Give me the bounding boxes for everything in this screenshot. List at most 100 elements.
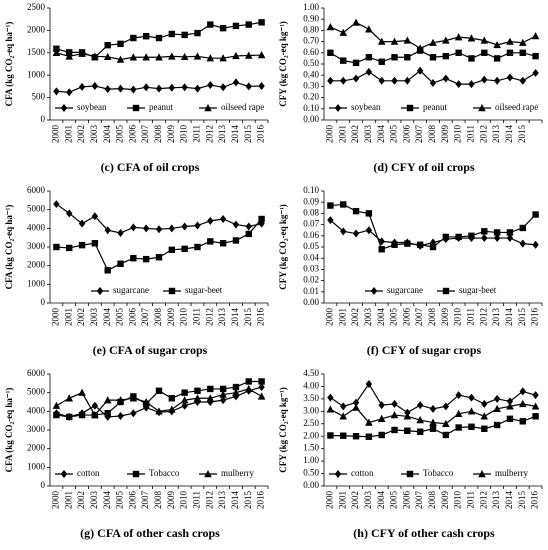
marker: [132, 470, 140, 478]
marker: [340, 402, 347, 411]
marker: [103, 396, 112, 404]
y-tick-label: 6000: [27, 368, 46, 378]
marker: [493, 229, 501, 236]
marker: [206, 54, 215, 62]
marker: [468, 80, 475, 89]
marker: [340, 432, 347, 439]
legend-label: cotton: [77, 468, 100, 478]
marker: [194, 243, 201, 251]
marker: [155, 254, 163, 261]
marker: [181, 31, 188, 39]
marker: [532, 240, 539, 249]
x-tick-label: 2016: [256, 491, 266, 510]
y-tick-label: 0.00: [303, 114, 319, 124]
marker: [245, 230, 252, 238]
y-tick-label: 4.50: [303, 368, 319, 378]
x-tick-label: 2015: [517, 125, 527, 144]
marker: [455, 49, 462, 56]
marker: [455, 391, 462, 400]
marker: [66, 413, 73, 421]
y-axis-label: CFA (kg CO₂-eq ha⁻¹): [4, 205, 14, 290]
marker: [442, 36, 450, 44]
marker: [429, 425, 437, 432]
marker: [442, 431, 450, 439]
marker: [506, 229, 514, 236]
x-tick-label: 2012: [204, 125, 214, 143]
marker: [258, 81, 265, 90]
x-tick-label: 2006: [401, 125, 411, 144]
marker: [339, 28, 348, 36]
y-tick-label: 1.50: [303, 443, 319, 453]
marker: [117, 412, 124, 420]
marker: [168, 287, 176, 295]
y-tick-label: 1.00: [303, 455, 319, 465]
marker: [406, 104, 414, 112]
marker: [193, 394, 202, 402]
marker: [377, 414, 386, 422]
marker: [480, 36, 489, 44]
x-tick-label: 2001: [63, 125, 73, 143]
marker: [117, 229, 124, 237]
x-tick-label: 2014: [504, 308, 514, 327]
x-tick-label: 2001: [63, 491, 73, 509]
marker: [326, 23, 335, 31]
marker: [327, 216, 334, 225]
marker: [429, 404, 437, 413]
y-tick-label: 2500: [27, 2, 46, 12]
legend-label: oilseed rape: [495, 102, 538, 112]
caption: (c) CFA of oil crops: [101, 160, 200, 174]
y-axis-label: CFA (kg CO₂-eq ha⁻¹): [4, 388, 14, 473]
caption: (d) CFY of oil crops: [373, 160, 475, 174]
marker: [327, 76, 334, 85]
marker: [378, 58, 385, 65]
y-tick-label: 0.30: [303, 80, 319, 90]
marker: [130, 409, 137, 418]
marker: [532, 52, 539, 60]
marker: [467, 407, 476, 415]
marker: [52, 401, 61, 409]
marker: [442, 287, 450, 295]
marker: [391, 426, 398, 434]
marker: [116, 396, 125, 404]
marker: [258, 378, 265, 385]
marker: [193, 52, 202, 60]
marker: [493, 394, 501, 403]
marker: [232, 22, 240, 30]
marker: [416, 44, 424, 52]
marker: [352, 74, 360, 83]
marker: [403, 36, 412, 44]
marker: [155, 84, 163, 93]
marker: [219, 24, 227, 32]
y-tick-label: 0.08: [303, 207, 319, 217]
y-tick-label: 0.03: [303, 263, 319, 273]
marker: [78, 82, 86, 91]
marker: [334, 104, 342, 112]
marker: [116, 55, 125, 63]
x-tick-label: 2011: [466, 491, 476, 509]
marker: [365, 433, 373, 440]
y-tick-label: 1000: [27, 69, 46, 79]
y-tick-label: 0.00: [303, 297, 319, 307]
marker: [340, 76, 347, 85]
marker: [531, 32, 540, 40]
x-tick-label: 2007: [414, 308, 424, 327]
marker: [232, 237, 240, 244]
caption: (h) CFY of other cash crops: [353, 526, 495, 540]
marker: [60, 104, 68, 112]
x-tick-label: 2014: [230, 308, 240, 327]
y-tick-label: 0.02: [303, 275, 319, 285]
marker: [493, 404, 501, 413]
marker: [117, 40, 124, 48]
marker: [244, 384, 253, 393]
x-tick-label: 2001: [337, 491, 347, 509]
y-tick-label: 0.01: [303, 286, 319, 296]
marker: [130, 85, 137, 94]
x-tick-label: 2015: [243, 491, 253, 510]
marker: [493, 421, 501, 429]
x-tick-label: 2013: [217, 125, 227, 144]
marker: [194, 29, 201, 37]
marker: [207, 216, 214, 225]
x-tick-label: 2016: [256, 125, 266, 144]
marker: [181, 401, 188, 410]
